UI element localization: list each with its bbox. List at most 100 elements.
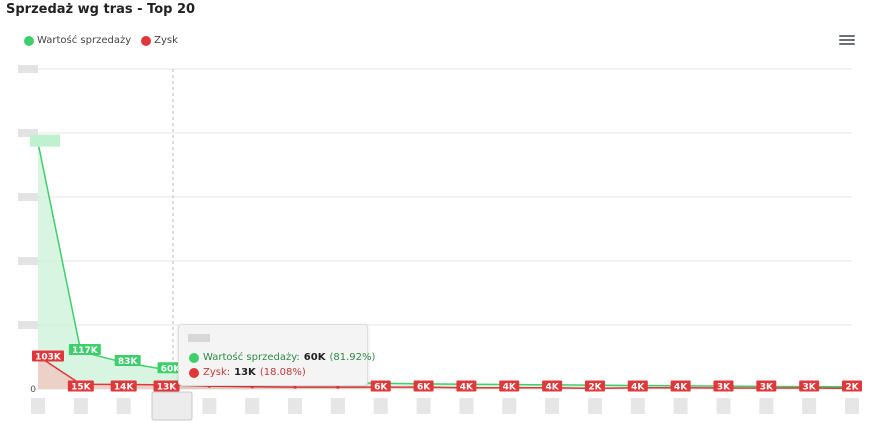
data-label-text: 2K — [588, 383, 602, 393]
chart-legend: Wartość sprzedaży Zysk — [24, 35, 178, 46]
data-label-profit: 6K — [370, 380, 391, 393]
legend-sales-label: Wartość sprzedaży — [37, 35, 132, 46]
data-label-bg — [542, 380, 563, 392]
data-label-profit: 13K — [153, 380, 180, 393]
data-label-text: 6K — [374, 383, 388, 393]
x-tick-label-redacted — [845, 398, 859, 414]
data-label-bg — [756, 380, 777, 392]
tooltip-sales-label: Wartość sprzedaży: — [203, 352, 300, 363]
x-tick-label-redacted — [245, 398, 260, 414]
legend-item-profit[interactable]: Zysk — [141, 35, 178, 46]
y-tick-label-redacted — [18, 321, 38, 329]
data-label-bg — [413, 380, 434, 392]
data-label-sales-redacted — [30, 134, 60, 147]
data-label-text: 3K — [803, 383, 817, 393]
data-label-text: 4K — [545, 383, 559, 393]
data-label-bg — [670, 380, 691, 392]
data-label-profit: 2K — [842, 380, 862, 393]
data-label-profit: 4K — [456, 380, 477, 393]
x-tick-label-redacted — [502, 398, 517, 414]
data-point-1 — [336, 385, 340, 389]
data-label-bg — [114, 354, 141, 366]
data-label-text: 103K — [35, 353, 62, 363]
data-label-profit: 15K — [67, 380, 94, 393]
data-label-text: 14K — [114, 383, 135, 393]
legend-item-sales[interactable]: Wartość sprzedaży — [24, 35, 131, 46]
data-label-sales: 117K — [68, 344, 101, 356]
x-tick-label-redacted — [673, 398, 688, 414]
x-tick-highlight — [151, 391, 193, 421]
x-tick-label-redacted — [802, 398, 817, 414]
x-tick-label-redacted — [416, 398, 431, 414]
tooltip-profit-value: 13K — [234, 367, 256, 378]
data-label-profit: 103K — [32, 350, 64, 363]
data-label-text: 4K — [460, 383, 474, 393]
series-area-0 — [38, 142, 852, 389]
data-label-bg — [32, 350, 64, 362]
data-label-bg — [110, 380, 137, 392]
data-label-bg — [68, 344, 101, 356]
data-label-text: 4K — [674, 383, 688, 393]
x-tick-label-redacted — [330, 398, 345, 414]
y-tick-label-redacted — [18, 193, 38, 201]
x-tick-label-redacted — [202, 398, 217, 414]
chart-tooltip: Wartość sprzedaży: 60K (81.92%) Zysk: 13… — [178, 324, 375, 386]
x-tick-label-redacted — [545, 398, 560, 414]
data-label-text: 6K — [417, 383, 431, 393]
data-label-sales: 83K — [114, 354, 141, 367]
legend-profit-label: Zysk — [154, 35, 178, 46]
data-label-bg — [842, 380, 862, 392]
data-label-text: 15K — [71, 383, 92, 393]
data-label-text: 60K — [161, 364, 182, 374]
y-tick-label: 0 — [30, 385, 36, 395]
legend-profit-dot-icon — [141, 35, 152, 46]
tooltip-profit-pct: (18.08%) — [259, 367, 306, 378]
tooltip-profit-label: Zysk: — [203, 367, 231, 378]
data-label-profit: 2K — [584, 380, 605, 393]
data-label-text: 2K — [845, 383, 859, 393]
data-label-text: 83K — [118, 357, 139, 367]
tooltip-row-sales: Wartość sprzedaży: 60K (81.92%) — [189, 352, 375, 363]
data-label-profit: 4K — [670, 380, 691, 393]
data-label-bg — [67, 380, 94, 392]
data-label-bg — [627, 380, 648, 392]
data-label-text: 3K — [760, 383, 774, 393]
tooltip-category-redacted — [188, 334, 210, 342]
data-point-1 — [293, 385, 297, 389]
data-label-profit: 6K — [413, 380, 434, 393]
x-tick-label-redacted — [630, 398, 645, 414]
hamburger-menu-icon[interactable] — [839, 33, 855, 47]
data-label-sales: 60K — [157, 362, 184, 374]
tooltip-sales-pct: (81.92%) — [329, 352, 376, 363]
data-label-text: 117K — [72, 346, 99, 356]
tooltip-row-profit: Zysk: 13K (18.08%) — [189, 367, 306, 378]
data-label-profit: 4K — [499, 380, 520, 393]
data-label-profit: 4K — [542, 380, 563, 393]
data-label-text: 4K — [503, 383, 517, 393]
data-label-bg — [157, 362, 184, 374]
data-label-profit: 3K — [713, 380, 734, 393]
data-label-text: 4K — [631, 383, 645, 393]
x-tick-label-redacted — [73, 398, 88, 414]
data-label-bg — [499, 380, 520, 392]
data-label-text: 13K — [157, 383, 178, 393]
data-label-profit: 3K — [799, 380, 820, 393]
data-label-profit: 4K — [627, 380, 648, 393]
data-label-bg — [713, 380, 734, 392]
data-label-bg — [584, 380, 605, 392]
x-tick-label-redacted — [288, 398, 303, 414]
data-label-bg — [799, 380, 820, 392]
data-label-bg — [456, 380, 477, 392]
x-tick-label-redacted — [459, 398, 474, 414]
x-tick-label-redacted — [116, 398, 131, 414]
tooltip-profit-dot-icon — [189, 367, 199, 378]
y-tick-label-redacted — [18, 129, 38, 137]
series-line-0 — [37, 142, 853, 388]
chart-title: Sprzedaż wg tras - Top 20 — [6, 2, 196, 17]
tooltip-sales-dot-icon — [189, 352, 199, 363]
legend-sales-dot-icon — [24, 35, 34, 46]
x-tick-label-redacted — [587, 398, 602, 414]
data-label-text: 3K — [717, 383, 731, 393]
x-tick-label-redacted — [31, 398, 45, 414]
